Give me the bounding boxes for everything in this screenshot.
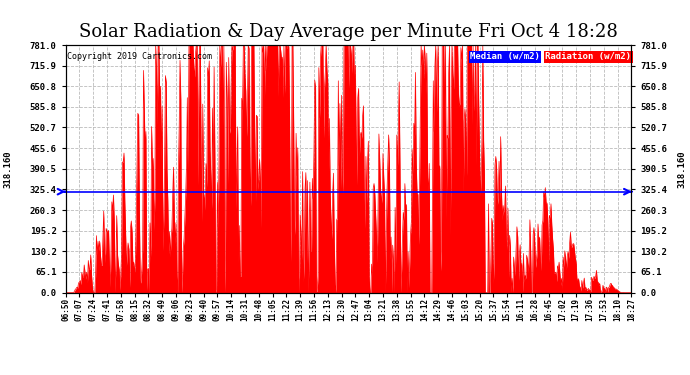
Text: Median (w/m2): Median (w/m2) — [470, 53, 540, 62]
Text: 318.160: 318.160 — [3, 150, 13, 188]
Text: 318.160: 318.160 — [677, 150, 687, 188]
Title: Solar Radiation & Day Average per Minute Fri Oct 4 18:28: Solar Radiation & Day Average per Minute… — [79, 22, 618, 40]
Text: Radiation (w/m2): Radiation (w/m2) — [545, 53, 631, 62]
Text: Copyright 2019 Cartronics.com: Copyright 2019 Cartronics.com — [67, 53, 212, 62]
